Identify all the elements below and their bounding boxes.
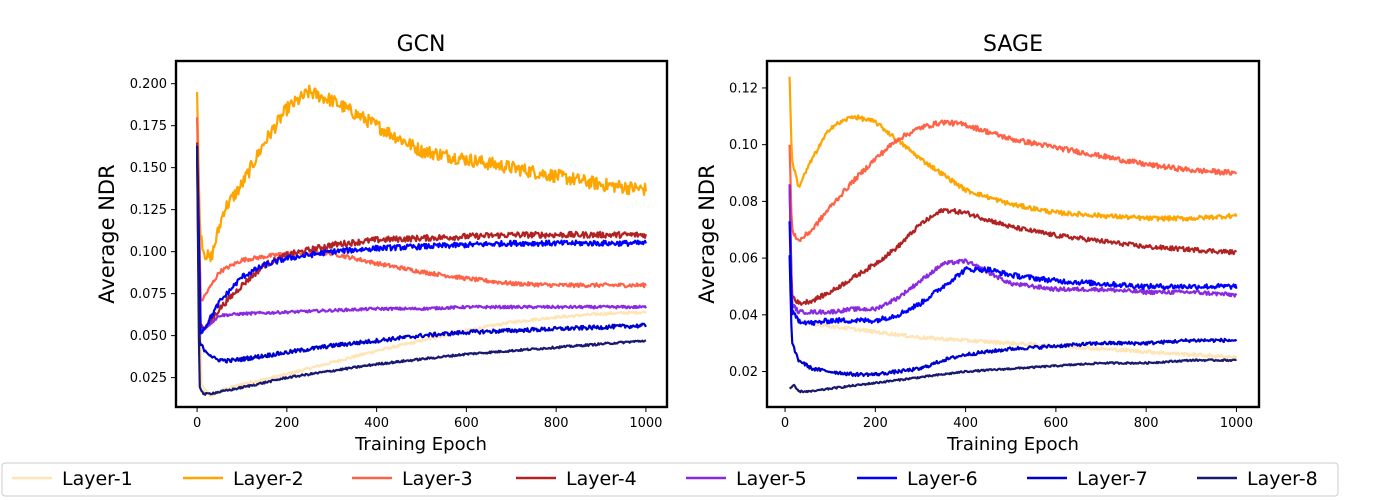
sage-x-tick-label: 800: [1134, 416, 1159, 431]
gcn-series-layer-5: [195, 150, 647, 334]
gcn-series-layer-6: [195, 147, 647, 335]
gcn-series-layer-1: [195, 150, 647, 398]
gcn-y-tick-label: 0.125: [130, 203, 167, 218]
gcn-y-tick-label: 0.100: [130, 245, 167, 260]
gcn-x-tick-label: 600: [454, 416, 479, 431]
sage-x-tick-label: 0: [781, 416, 789, 431]
legend-label-layer-2: Layer-2: [233, 468, 304, 490]
legend-label-layer-6: Layer-6: [907, 468, 978, 490]
gcn-x-tick-label: 800: [544, 416, 569, 431]
gcn-title: GCN: [397, 32, 446, 57]
sage-series-layer-6: [788, 221, 1238, 326]
sage-y-tick-label: 0.12: [729, 81, 758, 96]
sage-series-layer-3: [788, 119, 1238, 243]
sage-y-tick-label: 0.06: [729, 252, 758, 267]
sage-panel: SAGE 0 200 400 600 800 1000 0.02 0.04 0.06 0.08 0.…: [695, 32, 1261, 455]
sage-x-axis-label: Training Epoch: [946, 434, 1079, 455]
sage-y-tick-label: 0.04: [729, 308, 758, 323]
sage-series-layer-5: [788, 184, 1238, 316]
sage-series-layer-2: [788, 76, 1238, 222]
sage-series-layer-4: [788, 184, 1238, 306]
gcn-series-layer-4: [195, 142, 647, 331]
sage-x-tick-label: 400: [953, 416, 978, 431]
gcn-x-tick-label: 1000: [629, 416, 662, 431]
gcn-series-layer-3: [195, 117, 647, 302]
legend: Layer-1 Layer-2 Layer-3 Layer-4 Layer-5 Layer…: [1, 462, 1339, 497]
sage-series-layer-8: [788, 358, 1237, 394]
sage-series-layer-1: [788, 286, 1238, 360]
sage-y-tick-label: 0.10: [729, 138, 758, 153]
legend-label-layer-3: Layer-3: [402, 468, 473, 490]
legend-frame: [1, 462, 1339, 497]
legend-label-layer-8: Layer-8: [1247, 468, 1318, 490]
gcn-x-tick-label: 200: [274, 416, 299, 431]
gcn-x-axis-label: Training Epoch: [354, 434, 487, 455]
gcn-y-tick-label: 0.050: [130, 329, 167, 344]
gcn-x-tick-label: 0: [193, 416, 201, 431]
gcn-axes-frame: [174, 59, 669, 409]
gcn-y-tick-label: 0.075: [130, 287, 167, 302]
gcn-series-layer-2: [195, 84, 648, 263]
sage-x-tick-label: 1000: [1220, 416, 1253, 431]
sage-x-tick-label: 600: [1043, 416, 1068, 431]
legend-label-layer-7: Layer-7: [1077, 468, 1148, 490]
gcn-series-layer-8: [195, 147, 647, 396]
gcn-y-tick-label: 0.175: [130, 119, 167, 134]
gcn-y-tick-label: 0.200: [130, 77, 167, 92]
sage-axes-frame: [765, 59, 1261, 409]
legend-label-layer-4: Layer-4: [566, 468, 637, 490]
sage-y-axis-label: Average NDR: [695, 164, 719, 303]
sage-y-tick-label: 0.02: [729, 365, 758, 380]
gcn-y-tick-label: 0.025: [130, 371, 167, 386]
sage-y-tick-label: 0.08: [729, 195, 758, 210]
gcn-series-layer-7: [195, 145, 647, 364]
sage-title: SAGE: [983, 32, 1043, 57]
legend-label-layer-5: Layer-5: [736, 468, 807, 490]
legend-label-layer-1: Layer-1: [62, 468, 133, 490]
gcn-x-tick-label: 400: [364, 416, 389, 431]
gcn-y-axis-label: Average NDR: [95, 164, 119, 303]
sage-series-layer-7: [788, 255, 1238, 378]
gcn-y-tick-label: 0.150: [130, 161, 167, 176]
gcn-panel: GCN 0 200 400 600 800 1000 0.025 0.050 0.075 0.10…: [95, 32, 669, 455]
sage-x-tick-label: 200: [863, 416, 888, 431]
